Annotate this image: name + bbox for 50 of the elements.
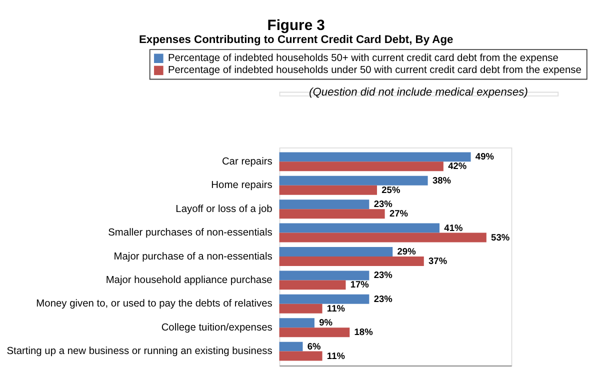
y-tick-label: Major household appliance purchase (106, 274, 273, 286)
bar (279, 342, 303, 352)
data-label: 23% (374, 199, 392, 210)
bar (279, 304, 322, 314)
data-label: 11% (326, 303, 345, 314)
data-label: 29% (397, 246, 416, 257)
data-label: 42% (448, 161, 467, 172)
y-tick-label: Layoff or loss of a job (176, 204, 273, 215)
bar (279, 351, 322, 361)
bar (279, 200, 370, 210)
y-tick-label: Major purchase of a non-essentials (114, 251, 272, 262)
bar (279, 209, 385, 219)
y-tick-label: College tuition/expenses (161, 322, 272, 334)
data-label: 49% (475, 152, 494, 162)
bar (279, 185, 377, 195)
data-label: 17% (350, 280, 369, 290)
bar (279, 328, 350, 338)
bar (279, 152, 471, 162)
legend-label: Percentage of indebted households 50+ with current credit card debt from the expense (168, 53, 559, 64)
data-label: 27% (389, 208, 408, 219)
bar (279, 162, 444, 172)
chart-subtitle: Expenses Contributing to Current Credit Card Debt, By Age (138, 34, 454, 46)
bar (279, 294, 370, 304)
bar (279, 223, 440, 233)
bar (279, 318, 314, 328)
data-label: 38% (432, 175, 451, 186)
bar (279, 270, 370, 280)
text: (Question did not include medical expenses) (309, 86, 528, 98)
data-label: 9% (319, 318, 333, 328)
data-label: 37% (428, 256, 448, 266)
bar (279, 176, 428, 186)
chart-title: Figure 3 (267, 18, 325, 34)
y-tick-label: Car repairs (222, 156, 272, 168)
data-label: 25% (382, 184, 400, 195)
data-label: 23% (374, 270, 392, 280)
y-tick-label: Smaller purchases of non-essentials (108, 228, 272, 239)
y-tick-label: Money given to, or used to pay the debts of relatives (36, 298, 272, 310)
data-label: 11% (326, 350, 345, 361)
data-label: 23% (374, 294, 392, 304)
data-label: 53% (491, 232, 510, 242)
y-tick-label: Home repairs (211, 180, 272, 192)
data-label: 6% (307, 341, 321, 352)
bar (279, 256, 424, 266)
bar (279, 247, 393, 256)
bar (279, 232, 486, 242)
y-tick-label: Starting up a new business or running an existing business (6, 346, 272, 358)
data-label: 41% (444, 222, 463, 233)
legend-label: Percentage of indebted households under 50 with current credit card debt from the expense (168, 65, 582, 76)
data-label: 18% (354, 327, 373, 338)
bar (279, 280, 346, 290)
